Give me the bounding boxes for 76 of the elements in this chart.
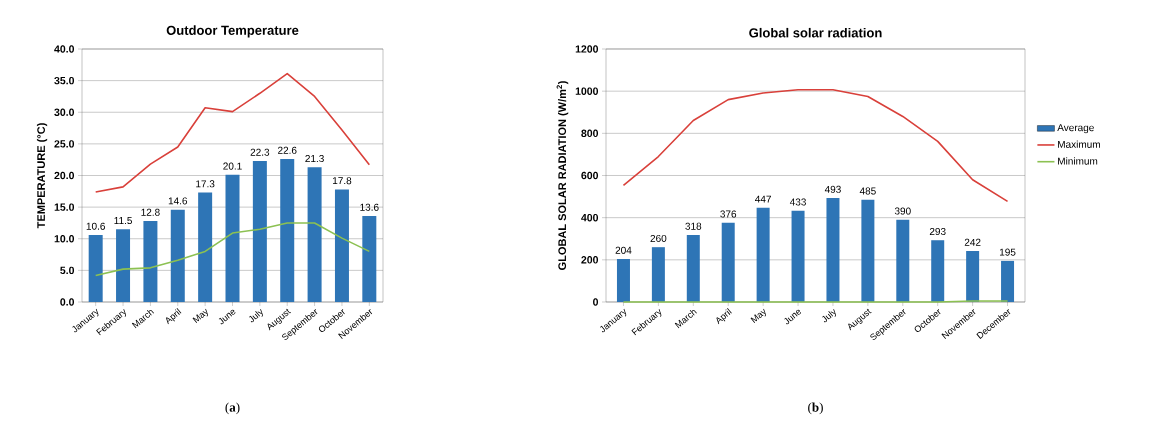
data-label: 195 (999, 248, 1016, 256)
y-axis-title: TEMPERATURE (°C) (36, 123, 48, 229)
legend-label: Minimum (1058, 157, 1098, 165)
legend-label: Maximum (1058, 140, 1100, 148)
data-label: 22.6 (278, 146, 297, 154)
x-tick-label: July (249, 309, 263, 323)
chart-title: Global solar radiation (749, 27, 882, 38)
y-tick-label: 0.0 (60, 298, 75, 306)
y-tick-label: 40.0 (54, 45, 75, 53)
y-tick-label: 20.0 (54, 171, 75, 180)
bar (307, 167, 322, 302)
chart-title: Outdoor Temperature (166, 25, 299, 38)
data-label: 204 (615, 246, 632, 254)
y-axis-title: GLOBAL SOLAR RADIATION (W/m$^{2}$) (556, 81, 569, 270)
bar (931, 240, 945, 302)
data-label: 485 (859, 187, 876, 195)
bar (280, 159, 295, 302)
x-tick-label: May (192, 308, 208, 323)
y-tick-label: 400 (581, 213, 599, 222)
bar (116, 229, 131, 302)
y-tick-label: 30.0 (54, 108, 75, 116)
bar (225, 174, 240, 302)
bar (252, 160, 267, 302)
line-series (94, 72, 371, 193)
data-label: 376 (720, 210, 737, 218)
bar (143, 221, 158, 302)
data-label: 12.8 (141, 208, 160, 216)
data-label: 22.3 (250, 148, 270, 156)
bar (896, 219, 910, 302)
y-tick-label: 200 (581, 256, 599, 264)
data-label: 10.6 (86, 222, 105, 230)
bar (861, 199, 875, 302)
y-tick-label: 5.0 (60, 266, 75, 275)
data-label: 17.3 (196, 180, 215, 188)
data-label: 242 (964, 238, 981, 246)
data-label: 260 (650, 234, 667, 242)
y-tick-label: 0 (593, 298, 599, 306)
data-label: 447 (755, 195, 771, 203)
bar (1001, 260, 1015, 302)
data-label: 14.6 (168, 197, 188, 205)
data-label: 433 (789, 198, 806, 206)
y-tick-label: 25.0 (54, 140, 75, 148)
x-tick-label: July (822, 309, 836, 323)
bar (198, 192, 213, 302)
y-tick-label: 800 (581, 129, 599, 138)
bar (826, 198, 840, 302)
y-tick-label: 600 (581, 171, 599, 180)
y-tick-label: 35.0 (54, 76, 75, 85)
bar (334, 189, 349, 302)
bar (966, 250, 980, 302)
y-tick-label: 1000 (575, 87, 599, 95)
bar (721, 222, 735, 302)
legend-label: Average (1057, 124, 1094, 134)
bar (791, 210, 805, 302)
data-label: 293 (929, 227, 946, 236)
bar (756, 207, 770, 302)
bar (616, 258, 630, 302)
data-label: 493 (824, 185, 841, 193)
y-tick-label: 15.0 (54, 203, 75, 211)
bar (362, 215, 377, 302)
text: (b) (808, 402, 823, 415)
bar (686, 234, 700, 302)
data-label: 17.8 (332, 177, 352, 185)
data-label: 20.1 (223, 162, 242, 170)
bar (170, 209, 185, 302)
x-tick-label: May (750, 308, 766, 323)
bar (651, 247, 665, 302)
data-label: 11.5 (114, 217, 132, 225)
text: (a) (225, 402, 240, 415)
data-label: 318 (685, 222, 702, 230)
y-tick-label: 1200 (575, 45, 599, 53)
data-label: 13.6 (360, 203, 379, 211)
data-label: 21.3 (305, 155, 324, 163)
data-label: 390 (894, 207, 911, 215)
bar (88, 234, 103, 302)
y-tick-label: 10.0 (54, 235, 75, 243)
